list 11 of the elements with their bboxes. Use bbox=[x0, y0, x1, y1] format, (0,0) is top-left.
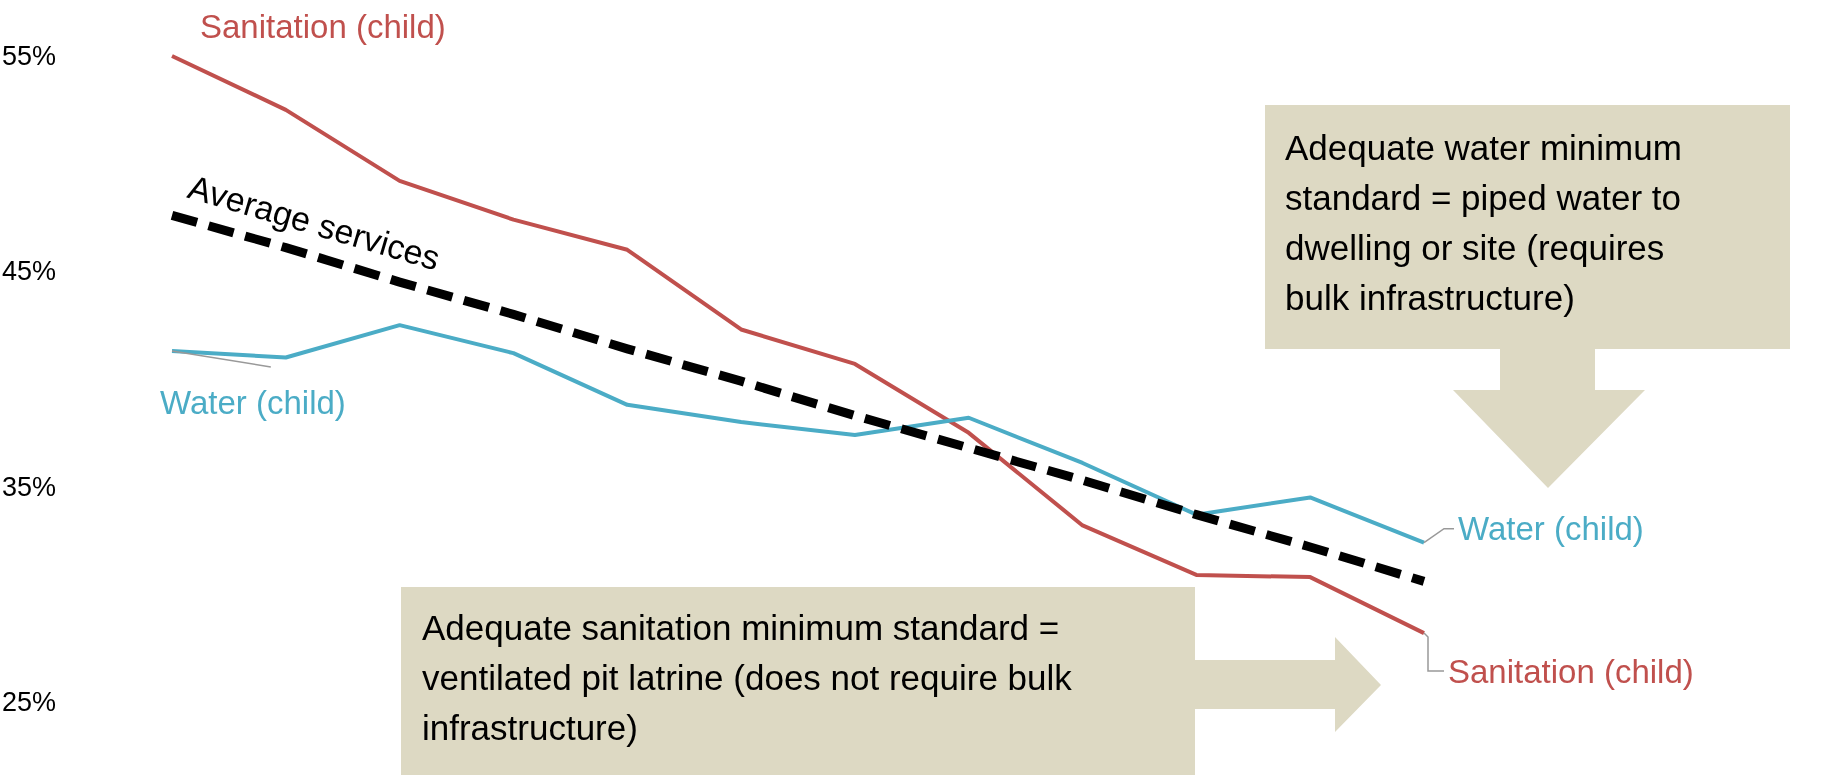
text: Water (child) bbox=[160, 384, 346, 421]
y-tick-label: 55% bbox=[2, 41, 57, 72]
series-label: Water (child) bbox=[1458, 509, 1644, 547]
y-tick-label: 35% bbox=[2, 471, 57, 502]
y-tick-label: 25% bbox=[2, 687, 57, 718]
y-tick-label: 45% bbox=[2, 256, 57, 287]
text: Average services bbox=[184, 167, 445, 278]
annotation: Adequate sanitation minimum standard = ventilated pit latrine (does not require bulk infrastructure) bbox=[422, 608, 1073, 747]
annotation: Adequate water minimum standard = piped water to dwelling or site (requires bulk infrastructure) bbox=[1285, 128, 1682, 317]
series-label: Sanitation (child) bbox=[200, 8, 446, 45]
text: Sanitation (child) bbox=[1448, 653, 1694, 691]
